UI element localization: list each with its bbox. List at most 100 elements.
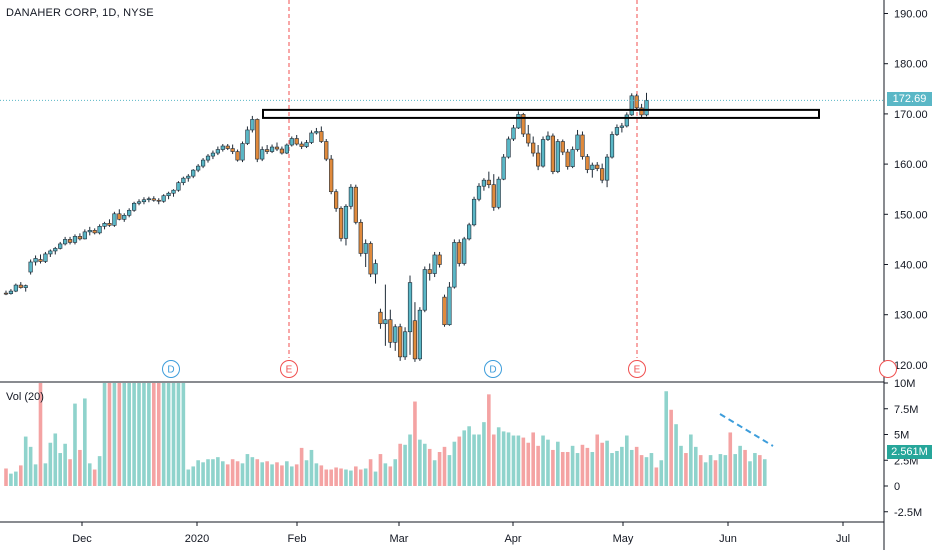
- time-axis-label: Jun: [719, 533, 737, 545]
- candle-body: [122, 215, 127, 220]
- candle-body: [614, 127, 620, 135]
- volume-bar: [196, 460, 200, 486]
- volume-bar: [240, 463, 245, 486]
- candle-body: [166, 192, 171, 197]
- volume-axis-label: 10M: [894, 378, 915, 390]
- chart-title: DANAHER CORP, 1D, NYSE: [6, 7, 154, 19]
- candle-body: [309, 132, 314, 143]
- price-axis-label: 150.00: [894, 209, 928, 221]
- volume-pane: [4, 383, 774, 486]
- candle-body: [210, 152, 216, 157]
- volume-bar: [191, 466, 196, 486]
- volume-bar: [142, 383, 146, 486]
- volume-bar: [546, 439, 550, 486]
- volume-bar: [634, 446, 639, 486]
- volume-bar: [373, 471, 378, 486]
- candle-body: [526, 133, 531, 144]
- candle-body: [200, 159, 206, 167]
- volume-bar: [595, 434, 600, 486]
- volume-bar: [585, 447, 590, 486]
- volume-bar: [289, 466, 294, 486]
- candle-body: [112, 213, 117, 226]
- candle-body: [181, 177, 186, 183]
- volume-bar: [220, 461, 225, 486]
- candle-body: [427, 269, 432, 274]
- volume-bar: [23, 436, 28, 486]
- candle-body: [511, 127, 516, 140]
- price-axis-label: 170.00: [894, 109, 928, 121]
- volume-bar: [161, 383, 166, 486]
- volume-bar: [201, 462, 205, 486]
- volume-bar: [679, 445, 683, 486]
- candle-body: [28, 261, 33, 273]
- candle-body: [225, 145, 230, 149]
- volume-bar: [122, 383, 127, 486]
- volume-bar: [73, 403, 77, 486]
- candle-body: [644, 100, 649, 116]
- volume-bar: [580, 444, 585, 486]
- volume-bar: [275, 462, 279, 486]
- volume-bar: [738, 445, 742, 486]
- volume-bar: [171, 383, 176, 486]
- volume-bar: [526, 442, 531, 486]
- candle-body: [432, 254, 437, 274]
- volume-bar: [418, 439, 422, 486]
- volume-bar: [723, 455, 728, 486]
- volume-bar: [319, 465, 324, 486]
- volume-bar: [211, 459, 215, 486]
- candle-body: [338, 207, 344, 239]
- volume-indicator-label[interactable]: Vol (20): [6, 391, 44, 403]
- candle-body: [550, 135, 555, 172]
- volume-bar: [511, 435, 516, 486]
- candle-body: [18, 284, 23, 288]
- candle-body: [299, 143, 304, 147]
- volume-bar: [58, 453, 62, 486]
- volume-bar: [358, 469, 363, 486]
- volume-bar: [28, 446, 33, 486]
- volume-axis-label: -2.5M: [894, 507, 922, 519]
- time-axis-label: Feb: [288, 533, 307, 545]
- volume-bar: [4, 468, 8, 486]
- candle-body: [639, 107, 644, 116]
- candle-body: [619, 125, 624, 128]
- candle-body: [471, 198, 477, 226]
- volume-bar: [432, 460, 437, 486]
- volume-bar: [743, 449, 747, 486]
- candle-body: [319, 131, 324, 142]
- volume-bar: [68, 459, 72, 486]
- event-badge-label: D: [167, 365, 174, 376]
- volume-bar: [368, 459, 373, 486]
- volume-bar: [132, 383, 136, 486]
- candle-body: [33, 258, 38, 263]
- candle-body: [629, 95, 634, 116]
- candle-body: [151, 198, 156, 201]
- candle-body: [97, 226, 102, 234]
- volume-trend-line: [719, 413, 774, 447]
- candle-body: [132, 202, 137, 211]
- volume-bar: [684, 453, 688, 486]
- event-badge-label: E: [286, 365, 293, 376]
- volume-bar: [600, 442, 604, 486]
- candle-body: [590, 164, 595, 170]
- candle-body: [402, 331, 408, 358]
- candle-body: [3, 292, 9, 295]
- candle-body: [462, 238, 467, 264]
- volume-bar: [664, 391, 669, 486]
- candle-body: [575, 134, 580, 150]
- candle-body: [215, 149, 220, 154]
- price-axis-label: 180.00: [894, 59, 928, 71]
- volume-bar: [63, 443, 67, 486]
- volume-bar: [551, 449, 555, 486]
- volume-bar: [339, 468, 343, 486]
- volume-bar: [753, 453, 757, 486]
- candle-body: [161, 195, 166, 202]
- volume-bar: [477, 434, 481, 486]
- volume-bar: [689, 434, 693, 486]
- volume-bar: [590, 452, 595, 486]
- candle-body: [38, 259, 43, 262]
- volume-bar: [521, 437, 526, 486]
- candle-body: [491, 184, 496, 208]
- volume-bar: [654, 467, 659, 486]
- volume-bar: [556, 441, 560, 486]
